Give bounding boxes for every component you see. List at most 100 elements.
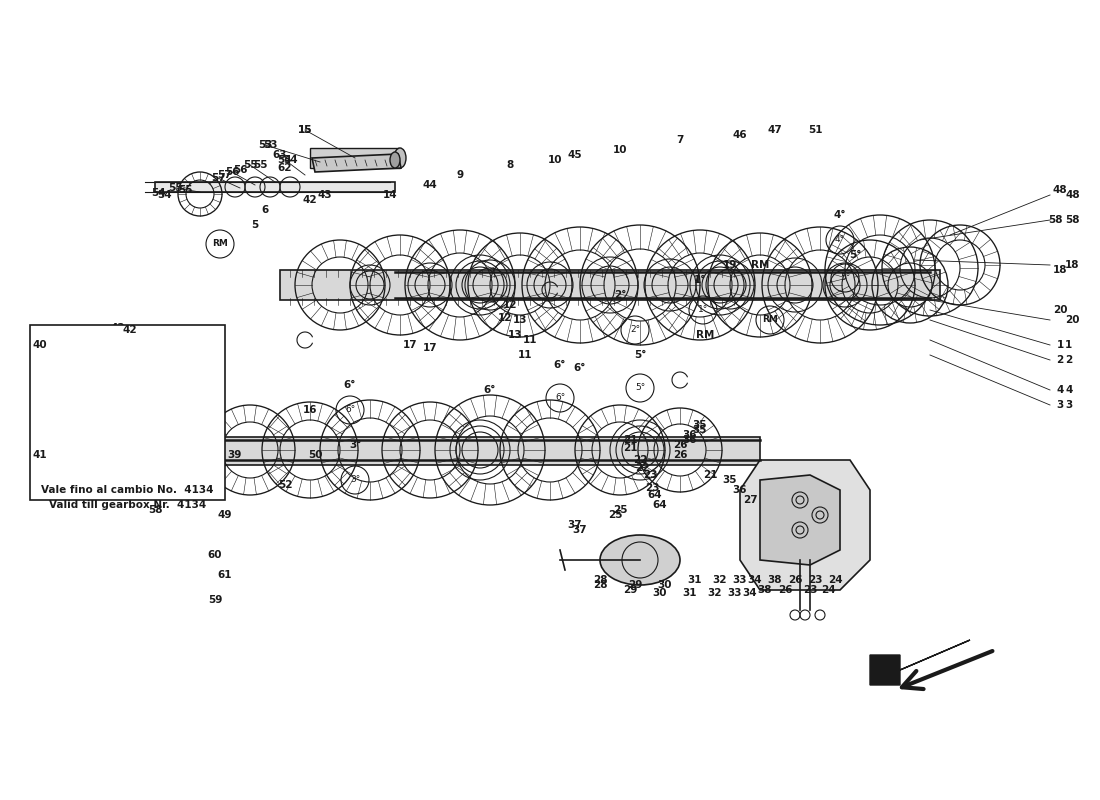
Text: 49: 49 <box>218 510 232 520</box>
Text: 32: 32 <box>707 588 723 598</box>
Text: 48: 48 <box>1053 185 1067 195</box>
Text: 5°: 5° <box>840 274 850 282</box>
Text: 59: 59 <box>208 595 222 605</box>
Text: 3°: 3° <box>350 475 360 485</box>
Text: 25: 25 <box>613 505 627 515</box>
Text: 22: 22 <box>635 463 649 473</box>
Ellipse shape <box>394 148 406 168</box>
Text: 26: 26 <box>778 585 792 595</box>
Text: 42: 42 <box>111 323 125 333</box>
Text: 31: 31 <box>683 588 697 598</box>
Text: 6°: 6° <box>484 385 496 395</box>
Text: 11: 11 <box>518 350 532 360</box>
Text: 1°: 1° <box>697 306 708 314</box>
Text: 5°: 5° <box>634 350 646 360</box>
Text: 6°: 6° <box>554 394 565 402</box>
Text: 46: 46 <box>733 130 747 140</box>
Text: 47: 47 <box>768 125 782 135</box>
Text: 35: 35 <box>693 420 707 430</box>
Text: 36: 36 <box>733 485 747 495</box>
Text: 5: 5 <box>252 220 258 230</box>
Text: 9: 9 <box>456 170 463 180</box>
Bar <box>220 437 760 465</box>
Text: 14: 14 <box>383 190 397 200</box>
Text: Vale fino al cambio No.  4134: Vale fino al cambio No. 4134 <box>42 485 213 495</box>
Ellipse shape <box>390 152 400 168</box>
Text: 3: 3 <box>1056 400 1064 410</box>
Text: 26: 26 <box>673 440 688 450</box>
Text: 11: 11 <box>522 335 537 345</box>
Ellipse shape <box>600 535 680 585</box>
Text: 13: 13 <box>513 315 527 325</box>
Text: 35: 35 <box>693 425 707 435</box>
Text: 24: 24 <box>827 575 843 585</box>
Text: 13: 13 <box>508 330 522 340</box>
Text: 8: 8 <box>506 160 514 170</box>
Text: 34: 34 <box>748 575 762 585</box>
Text: 57: 57 <box>218 170 232 180</box>
Text: 5°: 5° <box>635 383 645 393</box>
Text: RM: RM <box>751 260 769 270</box>
Text: 44: 44 <box>422 180 438 190</box>
Text: 37: 37 <box>573 525 587 535</box>
Text: 30: 30 <box>652 588 668 598</box>
Text: 38: 38 <box>768 575 782 585</box>
Text: 35: 35 <box>723 475 737 485</box>
Text: 4°: 4° <box>834 210 846 220</box>
Text: 6: 6 <box>262 205 268 215</box>
Polygon shape <box>760 475 840 565</box>
Text: 12: 12 <box>503 300 517 310</box>
Text: 43: 43 <box>318 190 332 200</box>
Text: 25: 25 <box>607 510 623 520</box>
Bar <box>30 325 225 500</box>
Text: 6°: 6° <box>553 360 566 370</box>
Text: 56: 56 <box>224 167 240 177</box>
Polygon shape <box>155 182 395 192</box>
Text: Valid till gearbox Nr.  4134: Valid till gearbox Nr. 4134 <box>48 500 206 510</box>
Text: 34: 34 <box>742 588 757 598</box>
Text: 21: 21 <box>623 443 637 453</box>
Text: 57: 57 <box>211 173 226 183</box>
Text: 2: 2 <box>1056 355 1064 365</box>
Text: 10: 10 <box>613 145 627 155</box>
Text: 2: 2 <box>1065 355 1072 365</box>
Text: 2°: 2° <box>614 290 626 300</box>
Text: 29: 29 <box>623 585 637 595</box>
Text: 17: 17 <box>422 343 438 353</box>
Text: RM: RM <box>212 239 228 249</box>
Text: 16: 16 <box>302 405 317 415</box>
Text: 10: 10 <box>548 155 562 165</box>
Text: 15: 15 <box>298 125 312 135</box>
Text: 2°: 2° <box>630 326 640 334</box>
Text: 40: 40 <box>31 340 45 350</box>
Text: 6°: 6° <box>574 363 586 373</box>
Text: 58: 58 <box>147 505 163 515</box>
Text: 4: 4 <box>1065 385 1072 395</box>
Text: 21: 21 <box>623 435 637 445</box>
Text: 64: 64 <box>652 500 668 510</box>
Text: 36: 36 <box>683 435 697 445</box>
Text: 36: 36 <box>683 430 697 440</box>
Text: 22: 22 <box>632 455 647 465</box>
Text: 6°: 6° <box>345 406 355 414</box>
Text: 48: 48 <box>1065 190 1079 200</box>
Text: 55: 55 <box>178 185 192 195</box>
Text: 60: 60 <box>208 550 222 560</box>
Text: 18: 18 <box>1065 260 1079 270</box>
Polygon shape <box>870 640 970 685</box>
Text: 23: 23 <box>803 585 817 595</box>
Text: 3°: 3° <box>349 440 361 450</box>
Text: 20: 20 <box>1065 315 1079 325</box>
Text: RM: RM <box>762 315 778 325</box>
Text: 39: 39 <box>228 450 242 460</box>
Text: 30: 30 <box>658 580 672 590</box>
Text: 56: 56 <box>233 165 248 175</box>
Text: 42: 42 <box>123 325 138 335</box>
Text: 63: 63 <box>273 150 287 160</box>
Polygon shape <box>312 154 402 172</box>
Text: 23: 23 <box>807 575 823 585</box>
Text: 54: 54 <box>283 155 297 165</box>
Text: 6°: 6° <box>344 380 356 390</box>
Text: 41: 41 <box>33 450 47 460</box>
Text: 28: 28 <box>593 580 607 590</box>
